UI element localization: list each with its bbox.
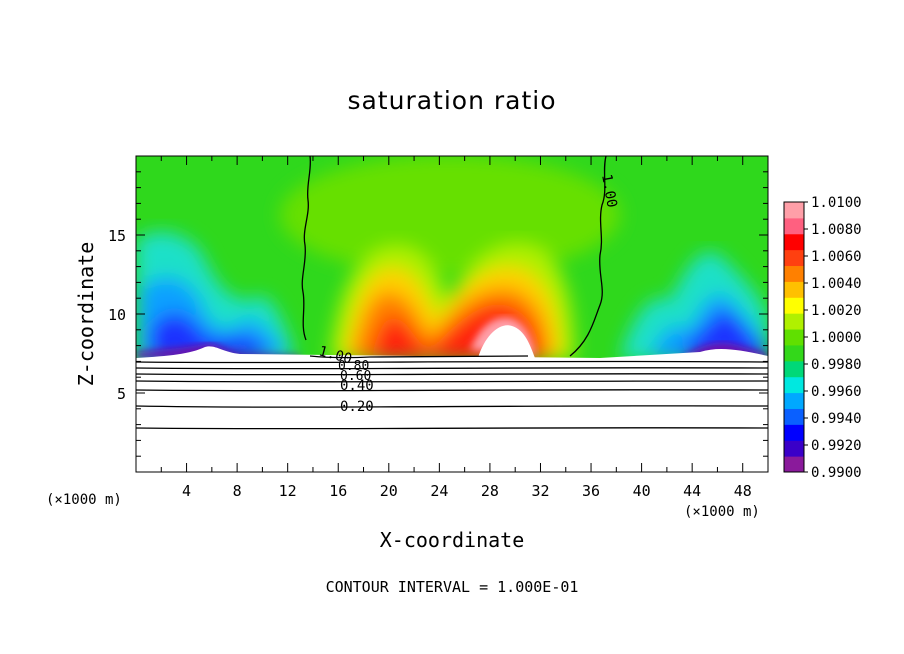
colorbar-label: 1.0000 — [811, 330, 862, 346]
x-axis-title: X-coordinate — [380, 528, 525, 552]
colorbar-label: 1.0020 — [811, 303, 862, 319]
colorbar-swatch — [784, 344, 804, 362]
contour-label: 1.00 — [598, 173, 620, 209]
colorbar-label: 0.9960 — [811, 384, 862, 400]
x-tick-label: 20 — [380, 482, 398, 500]
colorbar-swatch — [784, 329, 804, 346]
colorbar-swatch — [784, 392, 804, 409]
colorbar-swatch — [784, 408, 804, 425]
colorbar-label: 0.9920 — [811, 438, 862, 454]
x-tick-label: 32 — [531, 482, 549, 500]
contour-lines — [136, 156, 768, 430]
colorbar-swatch — [784, 440, 804, 457]
y-axis-title: Z-coordinate — [74, 242, 98, 387]
colorbar-swatch — [784, 249, 804, 267]
x-unit-left: (×1000 m) — [46, 492, 122, 508]
colorbar-swatch — [784, 313, 804, 330]
colorbar-swatch — [784, 360, 804, 378]
x-tick-label: 48 — [734, 482, 752, 500]
contour-label: 0.40 — [340, 378, 374, 394]
x-tick-label: 12 — [279, 482, 297, 500]
colorbar-label: 1.0080 — [811, 222, 862, 238]
x-tick-label: 24 — [430, 482, 448, 500]
colorbar-swatch — [784, 265, 804, 282]
colorbar-swatch — [784, 297, 804, 314]
x-axis: 4 8 12 16 20 24 28 32 36 40 44 48 — [160, 156, 752, 500]
colorbar-label: 1.0100 — [811, 195, 862, 211]
chart-title: saturation ratio — [347, 86, 557, 115]
x-tick-label: 44 — [683, 482, 701, 500]
x-tick-label: 36 — [582, 482, 600, 500]
colorbar-label: 1.0060 — [811, 249, 862, 265]
contour-label: 0.80 — [338, 359, 369, 374]
x-tick-label: 4 — [182, 482, 191, 500]
colorbar-swatch — [784, 233, 804, 251]
colorbar-swatch — [784, 376, 804, 394]
y-tick-label: 10 — [108, 306, 126, 324]
colorbar-swatch — [784, 456, 804, 473]
contour-label: 0.20 — [340, 399, 374, 415]
x-tick-label: 8 — [233, 482, 242, 500]
colorbar-swatch — [784, 217, 804, 235]
x-tick-label: 40 — [633, 482, 651, 500]
colorbar-swatch — [784, 281, 804, 298]
colorbar-label: 0.9980 — [811, 357, 862, 373]
colorbar: 1.0100 1.0080 1.0060 1.0040 1.0020 1.0000 0.99… — [783, 195, 862, 481]
colorbar-swatch — [784, 202, 804, 219]
heatmap-field — [136, 156, 768, 472]
x-tick-label: 16 — [329, 482, 347, 500]
contour-interval-note: CONTOUR INTERVAL = 1.000E-01 — [326, 578, 579, 596]
y-tick-label: 15 — [108, 227, 126, 245]
y-axis: 5 10 15 — [108, 171, 768, 457]
colorbar-label: 0.9900 — [811, 465, 862, 481]
x-unit-right: (×1000 m) — [684, 504, 760, 520]
y-tick-label: 5 — [117, 385, 126, 403]
contour-label: 0.60 — [340, 369, 371, 384]
colorbar-swatch — [784, 424, 804, 441]
colorbar-label: 0.9940 — [811, 411, 862, 427]
x-tick-label: 28 — [481, 482, 499, 500]
colorbar-label: 1.0040 — [811, 276, 862, 292]
